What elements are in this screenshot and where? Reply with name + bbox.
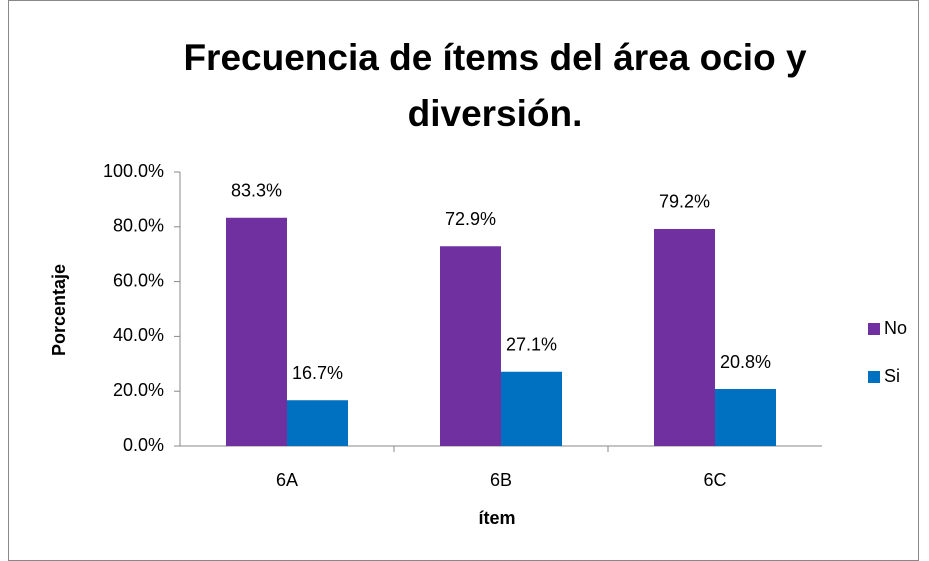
bar: [715, 389, 776, 446]
value-label: 72.9%: [445, 209, 496, 229]
y-tick-label: 20.0%: [113, 380, 164, 400]
y-axis-label: Porcentaje: [49, 264, 69, 356]
bar: [287, 400, 348, 446]
legend-label: No: [884, 318, 907, 338]
x-tick-label: 6B: [490, 470, 512, 490]
value-label: 79.2%: [659, 192, 710, 212]
chart-title: Frecuencia de ítems del área ocio y dive…: [183, 37, 807, 134]
bar: [440, 246, 501, 446]
y-tick-label: 0.0%: [123, 435, 164, 455]
y-tick-label: 60.0%: [113, 270, 164, 290]
y-tick-label: 100.0%: [103, 161, 164, 181]
value-label: 20.8%: [720, 352, 771, 372]
bar: [226, 217, 287, 446]
value-label: 83.3%: [231, 181, 282, 201]
x-axis-label: ítem: [478, 508, 515, 528]
bar: [654, 228, 715, 446]
legend-label: Si: [884, 366, 900, 386]
y-tick-label: 80.0%: [113, 216, 164, 236]
y-tick-label: 40.0%: [113, 325, 164, 345]
x-tick-label: 6A: [276, 470, 298, 490]
value-label: 16.7%: [292, 363, 343, 383]
bar: [501, 371, 562, 446]
value-label: 27.1%: [506, 334, 557, 354]
legend-swatch: [868, 323, 880, 335]
x-tick-label: 6C: [703, 470, 726, 490]
legend-swatch: [868, 371, 880, 383]
